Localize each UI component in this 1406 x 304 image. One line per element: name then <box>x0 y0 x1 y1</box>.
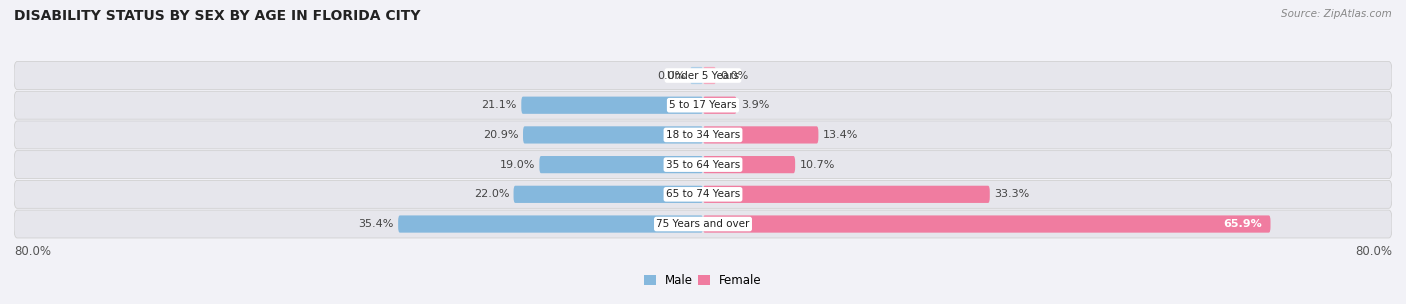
Text: 22.0%: 22.0% <box>474 189 509 199</box>
Text: 13.4%: 13.4% <box>823 130 858 140</box>
FancyBboxPatch shape <box>14 121 1392 149</box>
Text: 20.9%: 20.9% <box>484 130 519 140</box>
Text: 33.3%: 33.3% <box>994 189 1029 199</box>
Text: 3.9%: 3.9% <box>741 100 769 110</box>
FancyBboxPatch shape <box>703 97 737 114</box>
Text: Under 5 Years: Under 5 Years <box>666 71 740 81</box>
Text: 19.0%: 19.0% <box>499 160 536 170</box>
Text: 10.7%: 10.7% <box>800 160 835 170</box>
FancyBboxPatch shape <box>703 126 818 143</box>
FancyBboxPatch shape <box>14 180 1392 208</box>
Text: 5 to 17 Years: 5 to 17 Years <box>669 100 737 110</box>
Text: 0.0%: 0.0% <box>720 71 748 81</box>
FancyBboxPatch shape <box>703 67 716 84</box>
Text: 35 to 64 Years: 35 to 64 Years <box>666 160 740 170</box>
Text: 21.1%: 21.1% <box>482 100 517 110</box>
Text: DISABILITY STATUS BY SEX BY AGE IN FLORIDA CITY: DISABILITY STATUS BY SEX BY AGE IN FLORI… <box>14 9 420 23</box>
Text: 80.0%: 80.0% <box>1355 245 1392 258</box>
Legend: Male, Female: Male, Female <box>640 270 766 292</box>
Text: Source: ZipAtlas.com: Source: ZipAtlas.com <box>1281 9 1392 19</box>
Text: 0.0%: 0.0% <box>658 71 686 81</box>
Text: 65.9%: 65.9% <box>1223 219 1263 229</box>
FancyBboxPatch shape <box>703 216 1271 233</box>
FancyBboxPatch shape <box>703 186 990 203</box>
FancyBboxPatch shape <box>522 97 703 114</box>
FancyBboxPatch shape <box>690 67 703 84</box>
Text: 18 to 34 Years: 18 to 34 Years <box>666 130 740 140</box>
FancyBboxPatch shape <box>540 156 703 173</box>
Text: 65 to 74 Years: 65 to 74 Years <box>666 189 740 199</box>
Text: 35.4%: 35.4% <box>359 219 394 229</box>
Text: 75 Years and over: 75 Years and over <box>657 219 749 229</box>
FancyBboxPatch shape <box>14 151 1392 178</box>
FancyBboxPatch shape <box>14 91 1392 119</box>
FancyBboxPatch shape <box>523 126 703 143</box>
FancyBboxPatch shape <box>398 216 703 233</box>
Text: 80.0%: 80.0% <box>14 245 51 258</box>
FancyBboxPatch shape <box>14 61 1392 89</box>
FancyBboxPatch shape <box>513 186 703 203</box>
FancyBboxPatch shape <box>14 210 1392 238</box>
FancyBboxPatch shape <box>703 156 796 173</box>
